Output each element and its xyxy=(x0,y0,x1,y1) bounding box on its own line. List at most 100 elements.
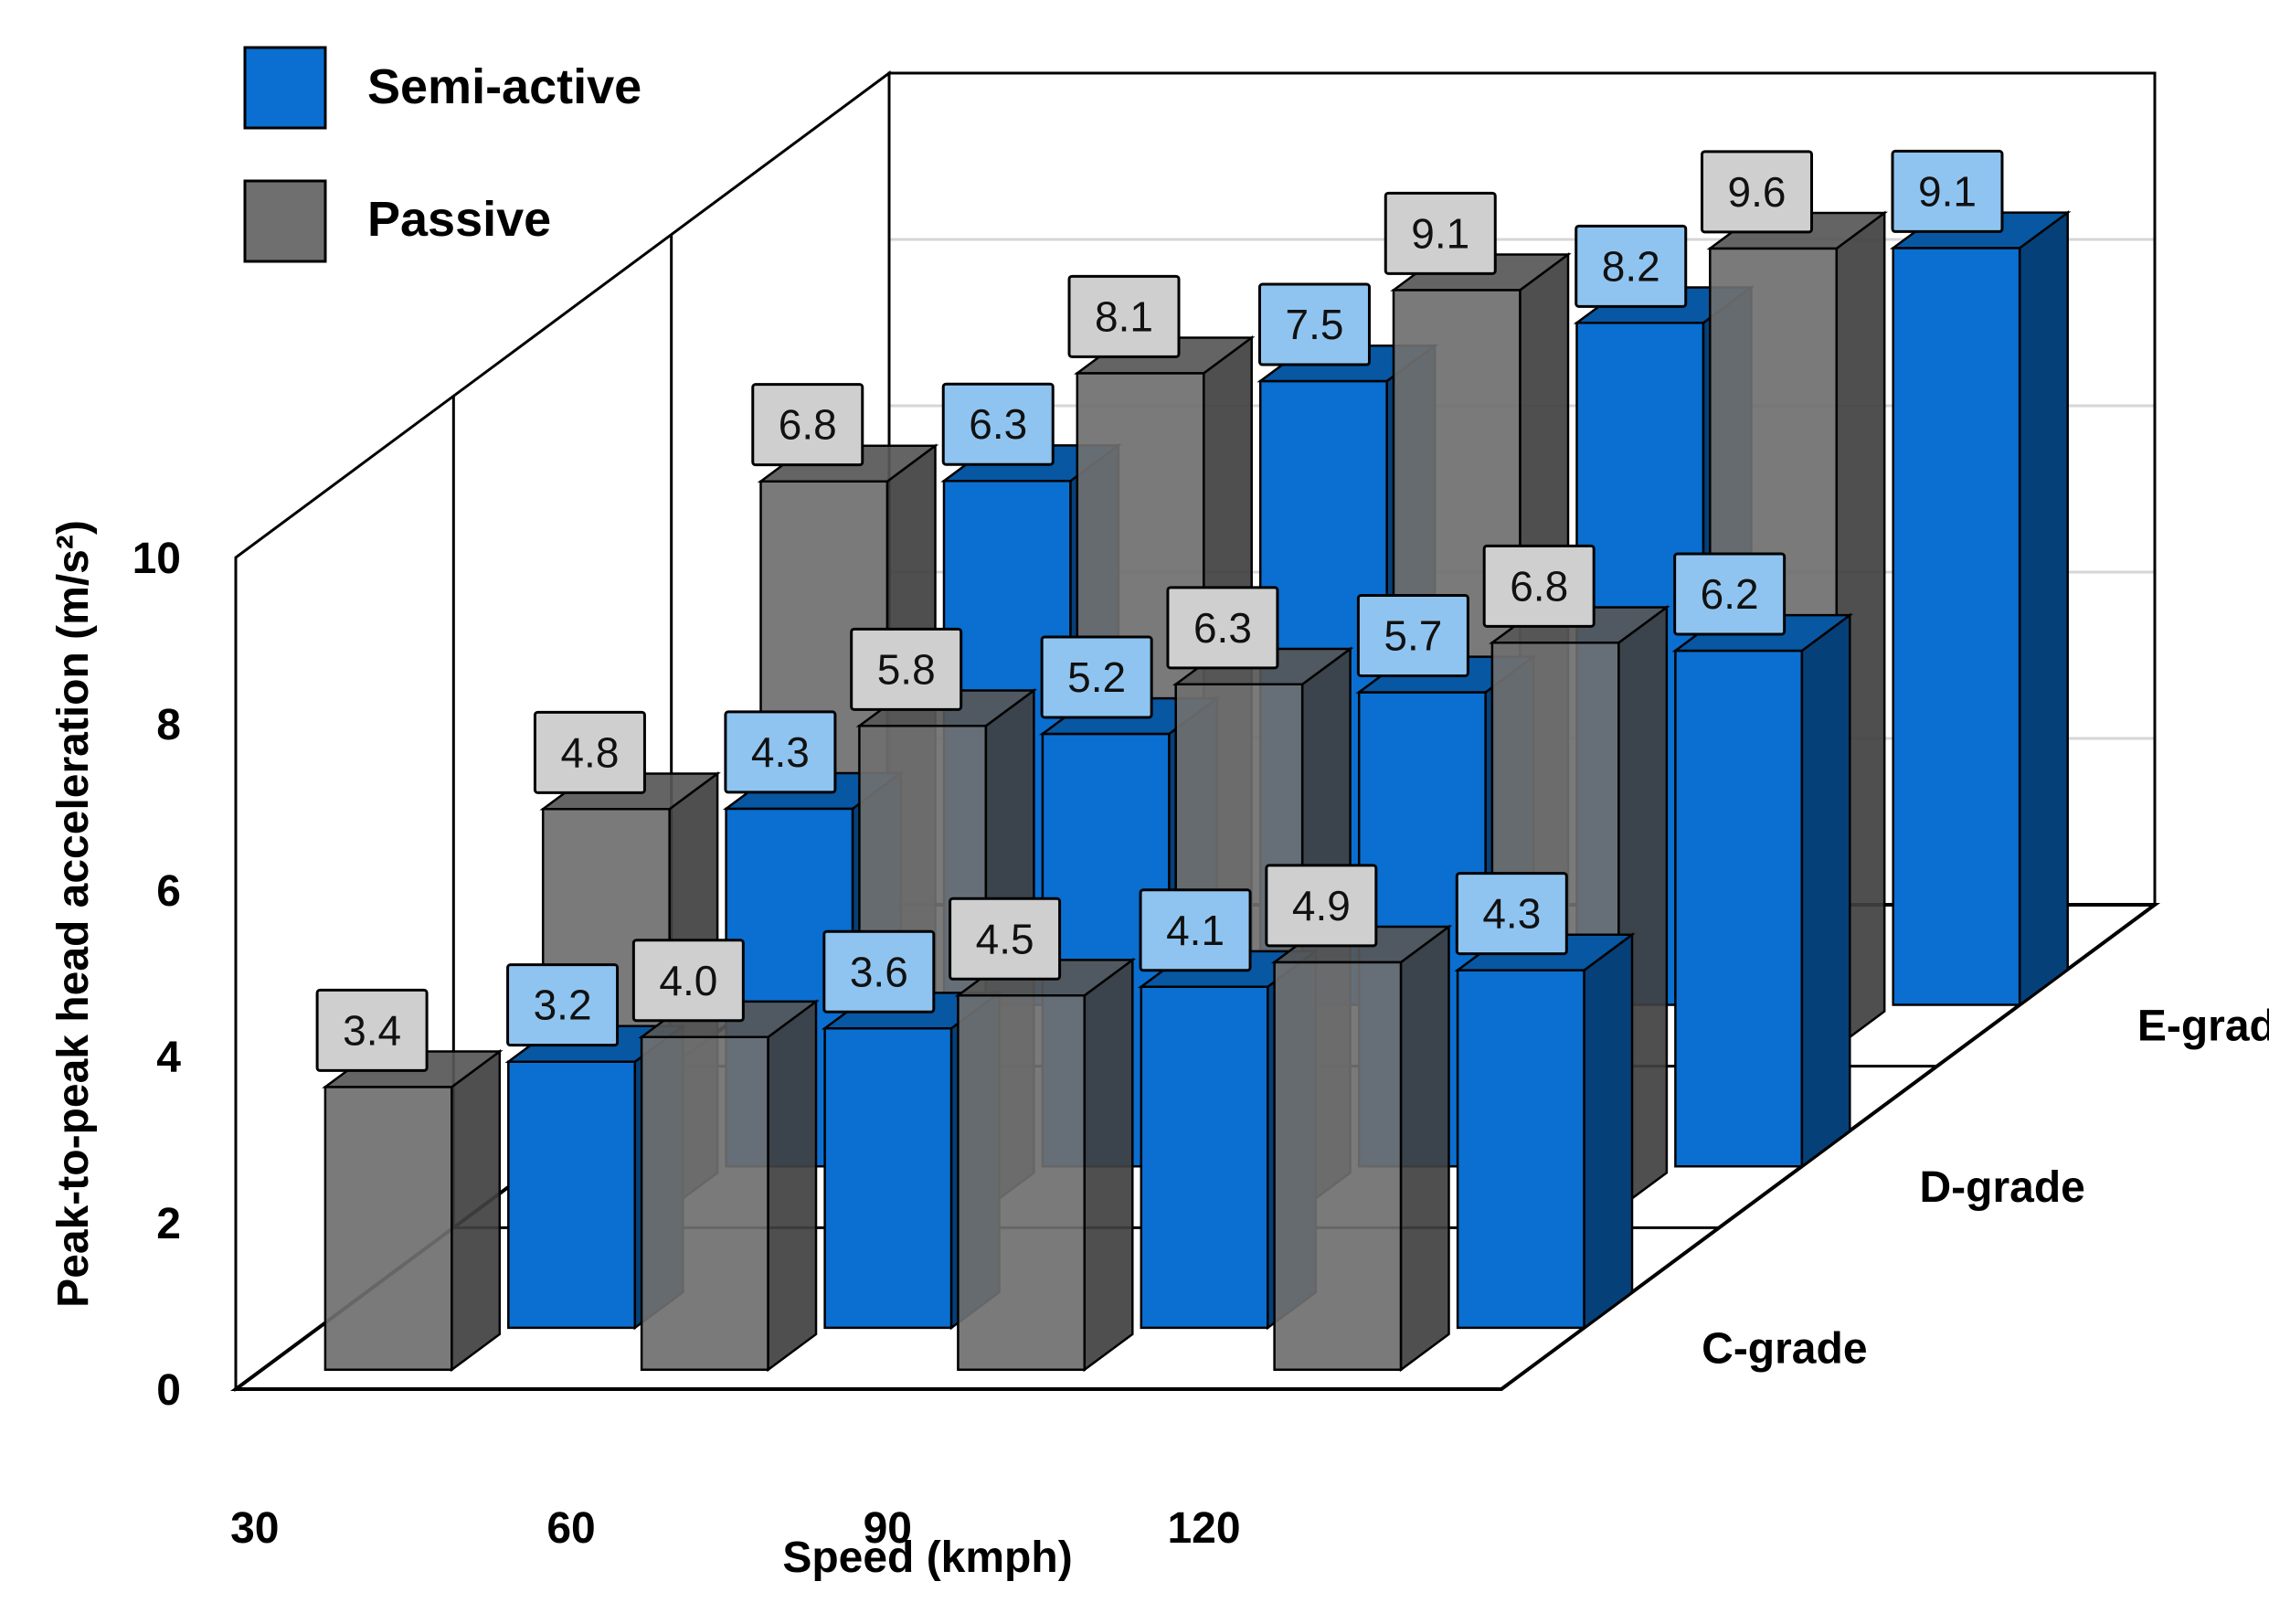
bar-passive-c-grade-30 xyxy=(322,1049,504,1373)
y-tick-label: 10 xyxy=(133,535,181,583)
data-label-text: 8.1 xyxy=(1095,292,1153,340)
data-label-box xyxy=(1891,149,2004,233)
data-label-text: 6.8 xyxy=(779,401,837,449)
data-label-text: 5.8 xyxy=(877,645,936,693)
data-label-passive: 5.8 xyxy=(850,627,963,711)
data-label-passive: 6.8 xyxy=(1482,544,1596,628)
data-label-text: 4.3 xyxy=(751,728,810,776)
data-label-semi-active: 4.3 xyxy=(724,710,837,794)
data-label-text: 4.9 xyxy=(1292,882,1351,929)
data-label-box xyxy=(1257,282,1371,366)
data-label-text: 6.2 xyxy=(1701,570,1759,618)
bar-side-face xyxy=(451,1049,502,1373)
data-label-semi-active: 3.6 xyxy=(822,929,936,1014)
bar-side-face xyxy=(1583,932,1634,1331)
data-label-semi-active: 4.1 xyxy=(1139,888,1252,972)
y-tick-label: 8 xyxy=(156,701,181,749)
data-label-text: 7.5 xyxy=(1286,301,1344,348)
data-label-passive: 4.5 xyxy=(949,897,1062,981)
data-label-box xyxy=(850,627,963,711)
bar-passive-c-grade-90 xyxy=(954,957,1137,1373)
y-tick-label: 6 xyxy=(156,867,181,916)
data-label-text: 6.3 xyxy=(969,400,1027,448)
data-label-box xyxy=(949,897,1062,981)
data-label-box xyxy=(631,939,745,1023)
bar-passive-c-grade-120 xyxy=(1270,924,1453,1373)
data-label-box xyxy=(533,710,646,794)
data-label-box xyxy=(724,710,837,794)
bar-front-face xyxy=(323,1086,453,1372)
data-label-box xyxy=(1701,150,1814,234)
data-label-box xyxy=(1067,274,1181,358)
data-label-passive: 4.8 xyxy=(533,710,646,794)
data-label-box xyxy=(751,383,864,467)
legend-swatch-passive xyxy=(243,179,327,263)
data-label-box xyxy=(1040,635,1153,719)
data-label-text: 6.8 xyxy=(1510,562,1568,610)
data-label-semi-active: 4.3 xyxy=(1455,872,1568,956)
data-label-text: 4.8 xyxy=(560,728,619,776)
data-label-semi-active: 5.7 xyxy=(1356,594,1469,677)
y-tick-label: 2 xyxy=(156,1200,181,1248)
legend-label-passive: Passive xyxy=(367,192,551,247)
y-tick-label: 0 xyxy=(156,1366,181,1415)
bar-front-face xyxy=(1892,247,2021,1006)
x-tick-label: 120 xyxy=(1167,1504,1240,1553)
bar-front-face xyxy=(957,994,1087,1372)
data-label-box xyxy=(1482,544,1596,628)
bar-side-face xyxy=(1399,924,1450,1373)
data-label-passive: 6.3 xyxy=(1166,586,1279,670)
bar-side-face xyxy=(767,999,818,1373)
data-label-text: 4.1 xyxy=(1166,907,1225,954)
data-label-semi-active: 7.5 xyxy=(1257,282,1371,366)
data-label-box xyxy=(1356,594,1469,677)
data-label-passive: 4.0 xyxy=(631,939,745,1023)
data-label-semi-active: 8.2 xyxy=(1575,224,1688,308)
x-tick-label: 90 xyxy=(864,1504,912,1553)
legend-swatch-semi-active xyxy=(243,46,327,130)
data-label-passive: 9.6 xyxy=(1701,150,1814,234)
bar-semi-active-d-grade-120 xyxy=(1671,612,1854,1169)
data-label-text: 4.3 xyxy=(1482,890,1541,938)
bar-side-face xyxy=(2018,210,2069,1007)
data-label-text: 9.1 xyxy=(1918,167,1977,215)
bar-front-face xyxy=(1140,985,1269,1330)
data-label-text: 9.1 xyxy=(1411,209,1469,257)
data-label-box xyxy=(315,988,429,1072)
data-label-box xyxy=(1166,586,1279,670)
data-label-semi-active: 3.2 xyxy=(506,963,620,1047)
x-axis-title: Speed (kmph) xyxy=(782,1534,1072,1582)
data-label-group: 6.3 6.8 7.5 8.1 8.2 9.1 9.1 9.6 4.3 4.8 5.2 5.8 5.7 6… xyxy=(315,149,2004,1072)
data-label-text: 8.2 xyxy=(1602,242,1660,290)
data-label-box xyxy=(822,929,936,1014)
bar-semi-active-e-grade-120 xyxy=(1889,210,2072,1007)
x-tick-label: 30 xyxy=(230,1504,279,1553)
bar-passive-c-grade-60 xyxy=(638,999,820,1373)
bar-front-face xyxy=(640,1035,769,1372)
data-label-passive: 3.4 xyxy=(315,988,429,1072)
data-label-box xyxy=(506,963,620,1047)
data-label-text: 3.6 xyxy=(850,948,908,995)
legend-label-semi-active: Semi-active xyxy=(367,59,641,114)
data-label-text: 3.4 xyxy=(343,1006,401,1054)
x-tick-label: 60 xyxy=(546,1504,595,1553)
bar-front-face xyxy=(1674,649,1804,1168)
depth-tick-label: C-grade xyxy=(1702,1325,1867,1374)
bar-side-face xyxy=(1800,612,1851,1169)
y-axis-title: Peak-to-peak head acceleration (m/s²) xyxy=(49,520,98,1308)
data-label-text: 3.2 xyxy=(534,982,592,1029)
data-label-passive: 9.1 xyxy=(1384,191,1497,275)
data-label-semi-active: 6.2 xyxy=(1673,552,1787,636)
bar-side-face xyxy=(1083,957,1134,1373)
data-label-text: 4.0 xyxy=(659,957,717,1004)
data-label-box xyxy=(1384,191,1497,275)
y-tick-label: 4 xyxy=(156,1034,181,1082)
bar-front-face xyxy=(507,1060,637,1330)
data-label-box xyxy=(941,382,1055,466)
data-label-text: 9.6 xyxy=(1728,168,1787,216)
bar-front-face xyxy=(1456,969,1585,1330)
axes-group: 0 2 4 6 8 10 30 60 90 120 C-grade D-grade E-grade xyxy=(133,535,2269,1553)
data-label-text: 5.2 xyxy=(1067,653,1126,701)
depth-tick-label: E-grade xyxy=(2137,1002,2269,1050)
